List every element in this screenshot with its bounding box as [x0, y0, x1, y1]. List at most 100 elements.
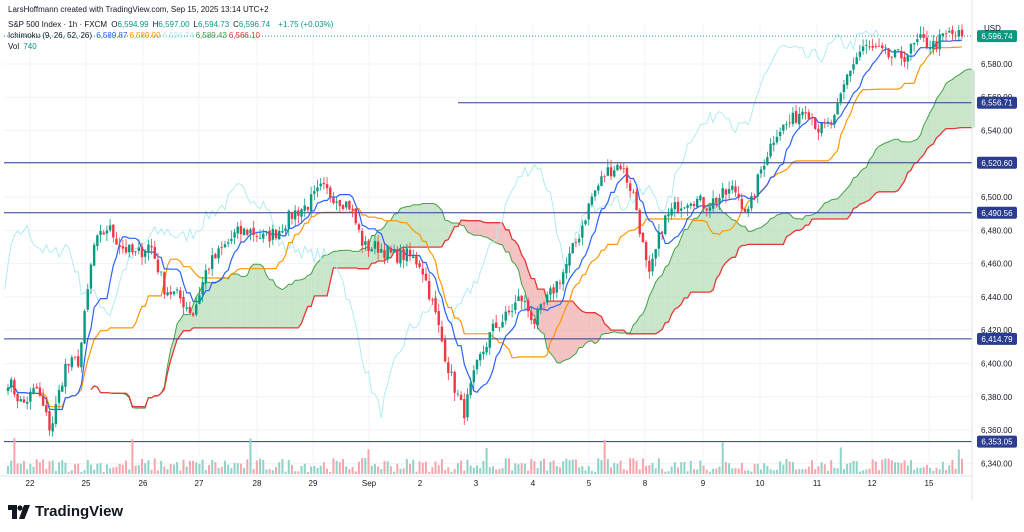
candle-body: [399, 249, 402, 264]
cloud-segment: [962, 70, 966, 128]
cloud-segment: [483, 222, 487, 238]
ohlc-values: O6,594.99 H6,597.00 L6,594.73 C6,596.74: [111, 20, 274, 29]
cloud-segment: [189, 304, 194, 331]
candle-body: [25, 401, 29, 404]
volume-bar: [437, 465, 440, 474]
volume-bar: [578, 467, 581, 474]
candle-body: [858, 51, 862, 57]
volume-bar: [364, 458, 367, 474]
ichimoku-label: Ichimoku (9, 26, 52, 26): [8, 31, 93, 40]
cloud-segment: [786, 213, 790, 237]
cloud-segment: [403, 206, 407, 248]
candle-body: [447, 362, 450, 374]
volume-bars: [7, 438, 963, 474]
cloud-segment: [757, 227, 761, 245]
cloud-segment: [850, 177, 854, 216]
candle-body: [367, 240, 370, 251]
volume-bar: [172, 464, 175, 474]
volume-bar: [265, 469, 268, 474]
volume-bar: [619, 460, 622, 474]
volume-bar: [268, 468, 271, 474]
candle-body: [708, 207, 712, 211]
volume-bar: [625, 470, 628, 474]
volume-bar: [555, 466, 558, 474]
volume-bar: [699, 460, 702, 474]
chikou-span-line: [4, 28, 880, 419]
ichimoku-value-2: 6,589.00: [129, 31, 161, 40]
volume-bar: [144, 463, 147, 474]
volume-bar: [211, 459, 214, 474]
volume-bar: [673, 462, 676, 474]
candle-body: [750, 196, 753, 209]
cloud-segment: [716, 204, 720, 279]
volume-bar: [495, 469, 498, 474]
volume-bar: [785, 459, 788, 474]
volume-bar: [77, 463, 80, 474]
candle-body: [558, 282, 562, 284]
volume-bar: [830, 460, 833, 474]
cloud-segment: [662, 267, 666, 330]
candle-body: [105, 230, 109, 234]
volume-bar: [696, 469, 699, 474]
volume-bar: [26, 469, 29, 474]
cloud-segment: [754, 228, 758, 245]
candle-body: [906, 55, 909, 62]
candle-body: [597, 185, 600, 191]
candle-body: [810, 117, 814, 119]
cloud-segment: [563, 301, 567, 362]
x-tick-label: 8: [643, 479, 648, 488]
candle-body: [785, 124, 788, 125]
candle-body: [475, 359, 479, 370]
cloud-segment: [575, 305, 580, 354]
y-tick-label: 6,500.00: [981, 193, 1013, 202]
x-tick-label: 9: [701, 479, 706, 488]
volume-bar: [893, 462, 896, 474]
cloud-segment: [285, 284, 289, 328]
volume-bar: [16, 463, 19, 474]
cloud-segment: [228, 274, 232, 328]
ichimoku-value-5: 6,566.10: [228, 31, 260, 40]
volume-bar: [412, 459, 415, 474]
cloud-segment: [760, 225, 765, 245]
cloud-segment: [540, 289, 545, 334]
candle-body: [341, 205, 345, 209]
volume-bar: [48, 461, 51, 474]
cloud-segment: [907, 141, 911, 173]
volume-bar: [54, 471, 57, 474]
ichimoku-value-1: 6,589.87: [96, 31, 128, 40]
candle-body: [92, 244, 96, 266]
volume-bar: [64, 462, 67, 474]
cloud-segment: [394, 213, 398, 252]
candle-body: [711, 198, 715, 209]
cloud-segment: [968, 69, 972, 128]
candle-body: [884, 47, 887, 49]
cloud-segment: [209, 282, 213, 328]
cloud-segment: [339, 250, 344, 269]
cloud-segment: [295, 280, 299, 328]
cloud-segment: [435, 204, 439, 248]
cloud-segment: [397, 208, 401, 252]
candle-body: [887, 48, 890, 58]
cloud-segment: [617, 330, 621, 334]
cloud-segment: [649, 289, 653, 334]
volume-bar: [865, 469, 868, 474]
cloud-segment: [872, 149, 876, 197]
volume-bar: [456, 463, 459, 474]
candle-body: [606, 167, 610, 176]
candle-body: [686, 205, 689, 208]
cloud-segment: [502, 222, 506, 252]
volume-bar: [641, 458, 644, 474]
volume-bar: [453, 469, 456, 474]
candle-body: [683, 207, 686, 209]
cloud-segment: [346, 250, 350, 269]
candle-body: [102, 232, 105, 235]
cloud-segment: [875, 146, 880, 193]
volume-bar: [195, 462, 198, 474]
candle-body: [364, 241, 367, 245]
candle-body: [258, 237, 262, 239]
candle-body: [782, 124, 785, 131]
cloud-segment: [942, 83, 947, 132]
cloud-segment: [263, 266, 267, 328]
y-tick-label: 6,440.00: [981, 293, 1013, 302]
cloud-segment: [244, 275, 248, 328]
